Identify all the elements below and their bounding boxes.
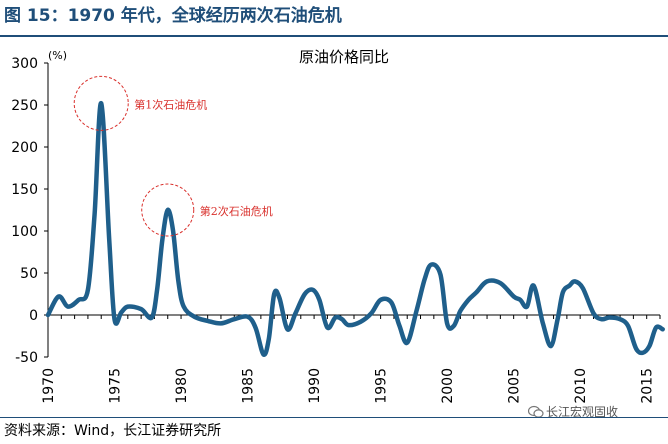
figure-title: 图 15：1970 年代，全球经历两次石油危机	[4, 6, 342, 26]
x-tick-label: 2005	[507, 368, 523, 404]
wechat-icon	[527, 405, 544, 419]
x-tick-label: 1975	[108, 368, 124, 404]
crisis-highlight-circle	[141, 183, 195, 237]
crisis-annotation-label: 第1次石油危机	[134, 97, 207, 111]
x-tick-label: 1985	[241, 368, 257, 404]
x-tick-label: 1970	[41, 368, 57, 404]
source-note: 资料来源：Wind，长江证券研究所	[4, 423, 222, 439]
watermark-text: 长江宏观固收	[546, 405, 619, 419]
y-axis-unit-label: (%)	[48, 49, 67, 62]
x-tick-label: 2000	[440, 368, 456, 404]
y-tick-label: 50	[20, 266, 38, 282]
y-tick-label: 0	[29, 308, 38, 324]
oil-price-yoy-line	[45, 101, 665, 357]
x-tick-label: 1980	[174, 368, 190, 404]
x-tick-label: 1995	[374, 368, 390, 404]
y-tick-label: 250	[11, 98, 38, 114]
watermark: 长江宏观固收	[527, 404, 619, 420]
x-tick-label: 2015	[640, 368, 656, 404]
y-tick-label: 200	[11, 140, 38, 156]
y-tick-label: 100	[11, 224, 38, 240]
title-divider	[0, 35, 668, 37]
crisis-annotation-label: 第2次石油危机	[200, 204, 273, 218]
crisis-highlight-circle	[73, 75, 129, 131]
y-tick-label: 300	[11, 56, 38, 72]
x-tick-label: 1990	[307, 368, 323, 404]
y-tick-label: 150	[11, 182, 38, 198]
source-divider	[0, 417, 668, 418]
chart-title: 原油价格同比	[299, 48, 389, 66]
x-tick-label: 2010	[573, 368, 589, 404]
y-tick-label: -50	[15, 350, 38, 366]
